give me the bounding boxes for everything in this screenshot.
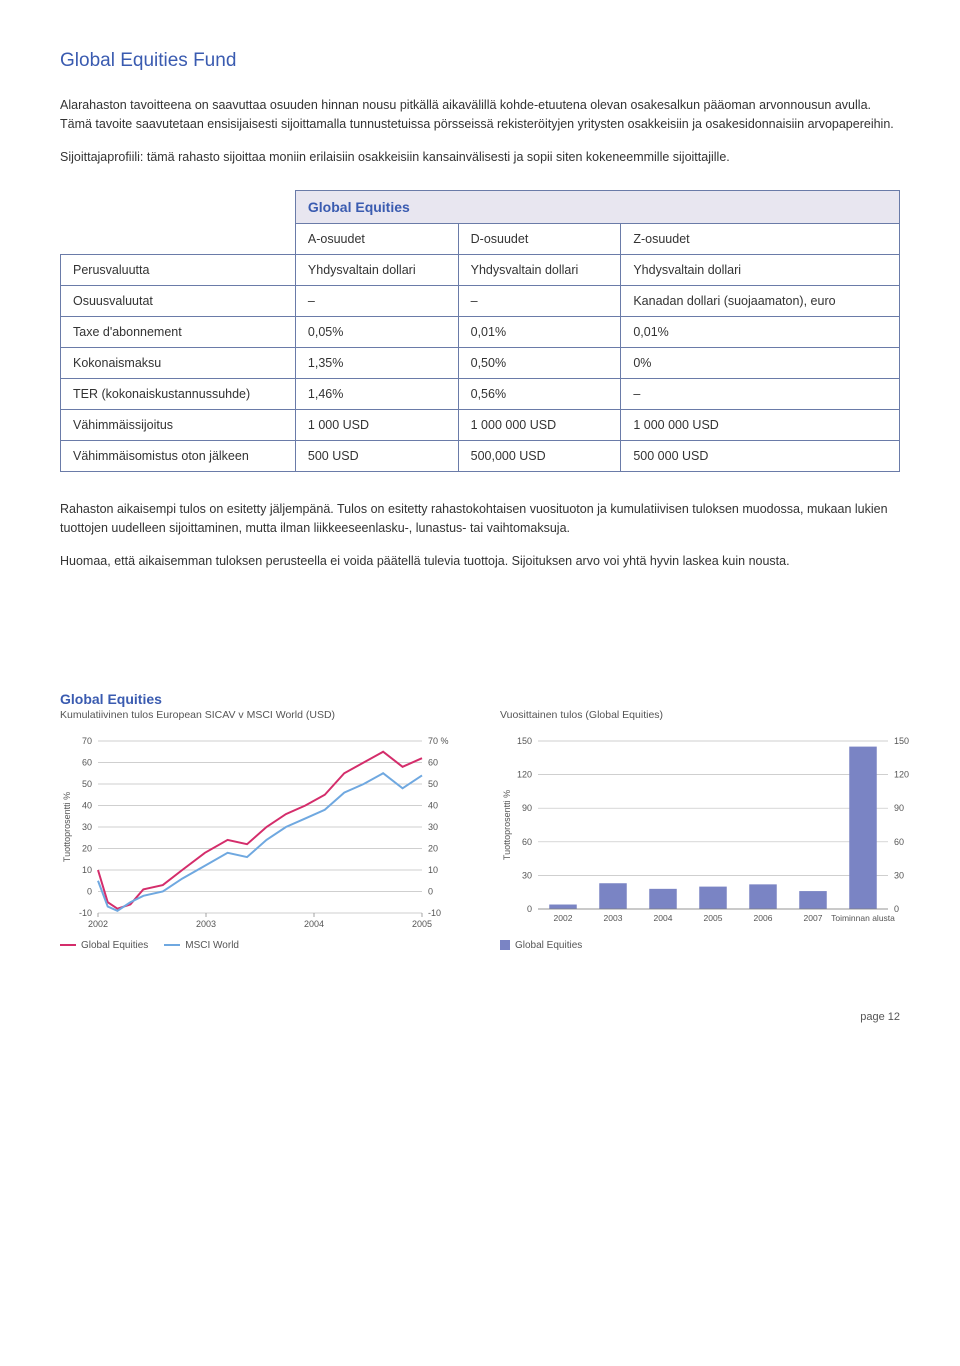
svg-text:60: 60 — [894, 836, 904, 846]
line-chart-legend: Global Equities MSCI World — [60, 940, 460, 951]
svg-text:30: 30 — [428, 822, 438, 832]
svg-text:2004: 2004 — [304, 919, 324, 929]
svg-text:2007: 2007 — [804, 913, 823, 923]
svg-text:30: 30 — [894, 870, 904, 880]
svg-text:2002: 2002 — [88, 919, 108, 929]
svg-text:20: 20 — [82, 843, 92, 853]
svg-text:150: 150 — [517, 736, 532, 746]
table-cell: 0,01% — [458, 317, 621, 348]
table-cell: Yhdysvaltain dollari — [621, 255, 900, 286]
table-cell: – — [458, 286, 621, 317]
table-cell: Kanadan dollari (suojaamaton), euro — [621, 286, 900, 317]
legend-item: Global Equities — [60, 940, 148, 951]
table-cell: 500 000 USD — [621, 441, 900, 472]
table-cell: – — [621, 379, 900, 410]
table-row-label: Perusvaluutta — [61, 255, 296, 286]
table-cell: Yhdysvaltain dollari — [295, 255, 458, 286]
intro-para-1: Alarahaston tavoitteena on saavuttaa osu… — [60, 96, 900, 134]
svg-text:-10: -10 — [428, 908, 441, 918]
bar-chart-svg: 00303060609090120120150150Tuottoprosentt… — [500, 733, 920, 933]
svg-text:2003: 2003 — [604, 913, 623, 923]
table-cell: 0,50% — [458, 348, 621, 379]
line-chart-subtitle: Kumulatiivinen tulos European SICAV v MS… — [60, 709, 460, 721]
svg-text:2006: 2006 — [754, 913, 773, 923]
svg-text:40: 40 — [82, 800, 92, 810]
table-cell: 1,35% — [295, 348, 458, 379]
table-col-header: A-osuudet — [295, 224, 458, 255]
svg-text:30: 30 — [82, 822, 92, 832]
intro-para-2: Sijoittajaprofiili: tämä rahasto sijoitt… — [60, 148, 900, 167]
svg-text:70: 70 — [82, 736, 92, 746]
svg-text:50: 50 — [82, 779, 92, 789]
table-row-label: Kokonaismaksu — [61, 348, 296, 379]
table-row-label: Osuusvaluutat — [61, 286, 296, 317]
svg-text:0: 0 — [527, 904, 532, 914]
svg-text:-10: -10 — [79, 908, 92, 918]
line-chart-svg: -10 -10 0 0 10 10 20 20 30 30 40 40 50 50 60 60 70 70 % 20… — [60, 733, 460, 933]
line-chart-block: Global Equities Kumulatiivinen tulos Eur… — [60, 691, 460, 951]
table-cell: 500,000 USD — [458, 441, 621, 472]
svg-text:40: 40 — [428, 800, 438, 810]
bar-chart-title — [500, 691, 920, 707]
table-cell: Yhdysvaltain dollari — [458, 255, 621, 286]
svg-text:20: 20 — [428, 843, 438, 853]
table-cell: 0% — [621, 348, 900, 379]
table-cell: 1,46% — [295, 379, 458, 410]
bar-chart-block: Vuosittainen tulos (Global Equities) 003… — [500, 691, 920, 951]
table-row-label: Taxe d'abonnement — [61, 317, 296, 348]
notes-para-1: Rahaston aikaisempi tulos on esitetty jä… — [60, 500, 900, 538]
page-number: page 12 — [60, 1011, 900, 1023]
legend-item: Global Equities — [500, 940, 582, 951]
legend-item: MSCI World — [164, 940, 239, 951]
table-cell: 0,01% — [621, 317, 900, 348]
svg-text:0: 0 — [87, 886, 92, 896]
svg-text:120: 120 — [894, 769, 909, 779]
svg-text:60: 60 — [428, 757, 438, 767]
svg-text:Tuottoprosentti %: Tuottoprosentti % — [502, 789, 512, 859]
svg-text:2005: 2005 — [412, 919, 432, 929]
svg-text:10: 10 — [428, 865, 438, 875]
svg-text:2002: 2002 — [554, 913, 573, 923]
table-cell: 1 000 000 USD — [458, 410, 621, 441]
notes-para-2: Huomaa, että aikaisemman tuloksen perust… — [60, 552, 900, 571]
table-cell: 1 000 USD — [295, 410, 458, 441]
svg-text:50: 50 — [428, 779, 438, 789]
svg-text:10: 10 — [82, 865, 92, 875]
page-title: Global Equities Fund — [60, 50, 900, 72]
svg-text:Toiminnan alusta: Toiminnan alusta — [831, 913, 895, 923]
svg-text:2005: 2005 — [704, 913, 723, 923]
table-row-label: Vähimmäisomistus oton jälkeen — [61, 441, 296, 472]
bar-chart-subtitle: Vuosittainen tulos (Global Equities) — [500, 709, 920, 721]
svg-text:90: 90 — [894, 803, 904, 813]
table-col-header — [61, 224, 296, 255]
table-cell: 500 USD — [295, 441, 458, 472]
table-col-header: D-osuudet — [458, 224, 621, 255]
svg-text:0: 0 — [428, 886, 433, 896]
bar-chart-legend: Global Equities — [500, 940, 920, 951]
table-row-label: TER (kokonaiskustannussuhde) — [61, 379, 296, 410]
svg-text:90: 90 — [522, 803, 532, 813]
fund-table: Global EquitiesA-osuudetD-osuudetZ-osuud… — [60, 190, 900, 472]
table-cell: 0,05% — [295, 317, 458, 348]
svg-text:150: 150 — [894, 736, 909, 746]
table-header: Global Equities — [295, 191, 899, 224]
table-cell: 0,56% — [458, 379, 621, 410]
svg-text:60: 60 — [82, 757, 92, 767]
svg-text:2004: 2004 — [654, 913, 673, 923]
svg-text:60: 60 — [522, 836, 532, 846]
svg-text:120: 120 — [517, 769, 532, 779]
svg-text:70 %: 70 % — [428, 736, 449, 746]
table-row-label: Vähimmäissijoitus — [61, 410, 296, 441]
table-cell: – — [295, 286, 458, 317]
svg-text:30: 30 — [522, 870, 532, 880]
svg-text:2003: 2003 — [196, 919, 216, 929]
table-cell: 1 000 000 USD — [621, 410, 900, 441]
svg-text:Tuottoprosentti %: Tuottoprosentti % — [62, 791, 72, 861]
line-chart-title: Global Equities — [60, 691, 460, 707]
table-col-header: Z-osuudet — [621, 224, 900, 255]
